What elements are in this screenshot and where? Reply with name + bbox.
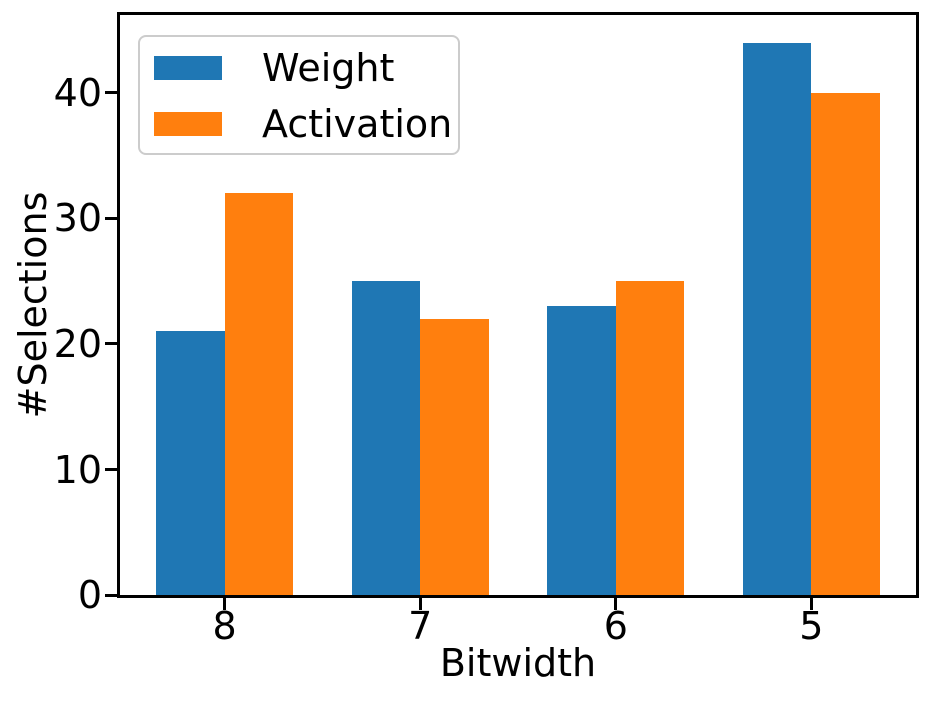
legend-swatch-activation [154,112,222,136]
x-tick-mark [418,598,422,610]
x-tick-label: 5 [799,604,824,648]
y-tick-mark [105,468,117,471]
legend: Weight Activation [138,35,460,155]
x-tick-mark [223,598,227,610]
bar-weight-7 [351,281,421,595]
legend-row-activation: Activation [140,96,458,152]
y-tick-label: 20 [53,321,102,366]
y-tick-mark [105,91,117,95]
y-tick-label: 30 [53,196,102,241]
y-tick-label: 0 [77,573,102,617]
x-tick-label: 8 [212,604,237,648]
bar-activation-8 [224,193,294,595]
legend-label: Activation [262,102,453,146]
x-tick-label: 6 [603,604,628,648]
legend-label: Weight [262,46,395,90]
bar-weight-5 [742,42,812,595]
y-tick-mark [105,216,117,220]
x-axis-label: Bitwidth [439,641,597,685]
bar-activation-6 [615,281,685,595]
x-tick-label: 7 [408,604,433,648]
bar-activation-7 [420,318,489,595]
x-tick-mark [614,598,618,610]
y-tick-label: 40 [53,70,102,115]
bar-activation-5 [811,92,880,595]
y-tick-mark [105,342,117,346]
legend-swatch-weight [154,56,222,80]
y-tick-mark [105,593,117,597]
x-tick-mark [809,598,813,610]
bar-weight-6 [547,306,616,595]
legend-row-weight: Weight [140,40,458,96]
bar-weight-8 [156,331,225,595]
y-tick-label: 10 [53,447,102,492]
plot-area [117,12,919,598]
